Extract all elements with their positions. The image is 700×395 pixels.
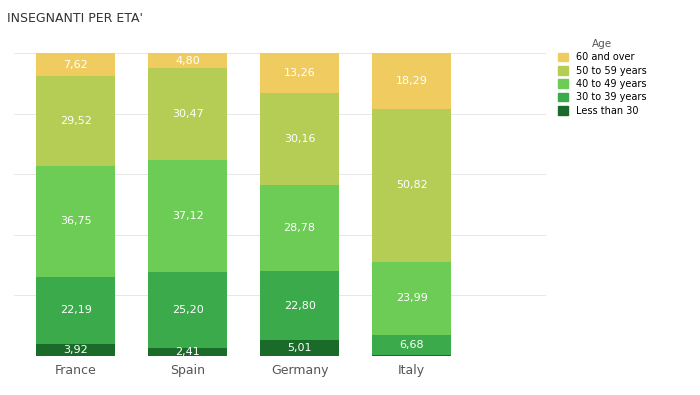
- Bar: [36, 53, 115, 77]
- Bar: [148, 68, 227, 160]
- Bar: [372, 355, 451, 356]
- Bar: [260, 53, 339, 94]
- Bar: [260, 340, 339, 356]
- Text: 6,68: 6,68: [399, 340, 424, 350]
- Bar: [372, 262, 451, 335]
- Text: 18,29: 18,29: [395, 76, 428, 86]
- Text: 50,82: 50,82: [395, 181, 428, 190]
- Text: 23,99: 23,99: [395, 293, 428, 303]
- Bar: [148, 272, 227, 348]
- Bar: [36, 166, 115, 276]
- Bar: [36, 344, 115, 356]
- Text: 29,52: 29,52: [60, 116, 92, 126]
- Text: 30,47: 30,47: [172, 109, 204, 119]
- Bar: [148, 53, 227, 68]
- Bar: [372, 109, 451, 262]
- Bar: [148, 160, 227, 272]
- Legend: 60 and over, 50 to 59 years, 40 to 49 years, 30 to 39 years, Less than 30: 60 and over, 50 to 59 years, 40 to 49 ye…: [556, 37, 648, 118]
- Bar: [148, 348, 227, 356]
- Text: 22,19: 22,19: [60, 305, 92, 315]
- Text: 2,41: 2,41: [175, 347, 200, 357]
- Text: 25,20: 25,20: [172, 305, 204, 315]
- Text: 37,12: 37,12: [172, 211, 204, 221]
- Text: 13,26: 13,26: [284, 68, 316, 79]
- Bar: [372, 335, 451, 355]
- Bar: [36, 77, 115, 166]
- Text: 7,62: 7,62: [63, 60, 88, 70]
- Text: 28,78: 28,78: [284, 223, 316, 233]
- Text: 36,75: 36,75: [60, 216, 92, 226]
- Bar: [36, 276, 115, 344]
- Text: 5,01: 5,01: [288, 343, 312, 353]
- Text: 30,16: 30,16: [284, 134, 315, 144]
- Text: 4,80: 4,80: [175, 56, 200, 66]
- Text: 3,92: 3,92: [63, 344, 88, 355]
- Bar: [260, 184, 339, 271]
- Bar: [260, 271, 339, 340]
- Bar: [372, 53, 451, 109]
- Text: 22,80: 22,80: [284, 301, 316, 311]
- Text: INSEGNANTI PER ETA': INSEGNANTI PER ETA': [7, 12, 143, 25]
- Bar: [260, 94, 339, 184]
